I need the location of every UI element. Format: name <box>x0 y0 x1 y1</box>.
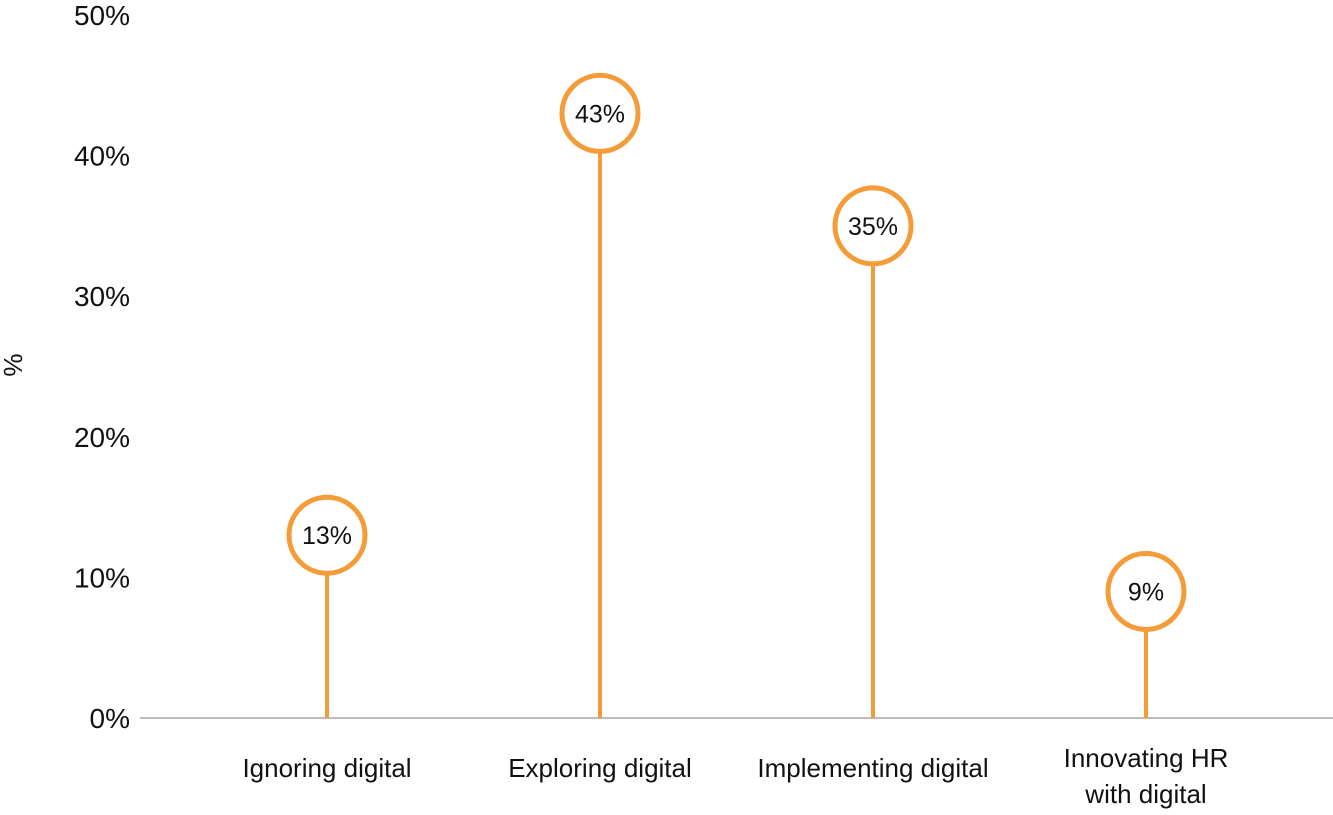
x-tick-label: Innovating HR with digital <box>1064 743 1229 809</box>
x-tick-label-line: Ignoring digital <box>242 753 411 783</box>
data-label: 43% <box>575 100 625 128</box>
y-tick-label: 50% <box>74 0 130 31</box>
y-tick-label: 0% <box>90 703 130 734</box>
y-tick-label: 10% <box>74 562 130 593</box>
x-tick-label-line: with digital <box>1084 779 1206 809</box>
y-tick-label: 40% <box>74 141 130 172</box>
x-tick-label: Exploring digital <box>508 753 692 783</box>
data-label: 13% <box>302 522 352 550</box>
y-tick-label: 20% <box>74 422 130 453</box>
lollipop-marker <box>832 185 914 267</box>
x-tick-label-line: Exploring digital <box>508 753 692 783</box>
x-tick-label-line: Innovating HR <box>1064 743 1229 773</box>
data-label: 35% <box>848 213 898 241</box>
lollipop-marker <box>1105 550 1187 632</box>
data-label: 9% <box>1128 578 1164 606</box>
x-tick-label: Ignoring digital <box>242 753 411 783</box>
y-axis-label: % <box>0 353 28 376</box>
x-tick-label-line: Implementing digital <box>757 753 988 783</box>
lollipop-marker <box>286 494 368 576</box>
x-tick-label: Implementing digital <box>757 753 988 783</box>
lollipop-marker <box>559 72 641 154</box>
y-tick-label: 30% <box>74 281 130 312</box>
